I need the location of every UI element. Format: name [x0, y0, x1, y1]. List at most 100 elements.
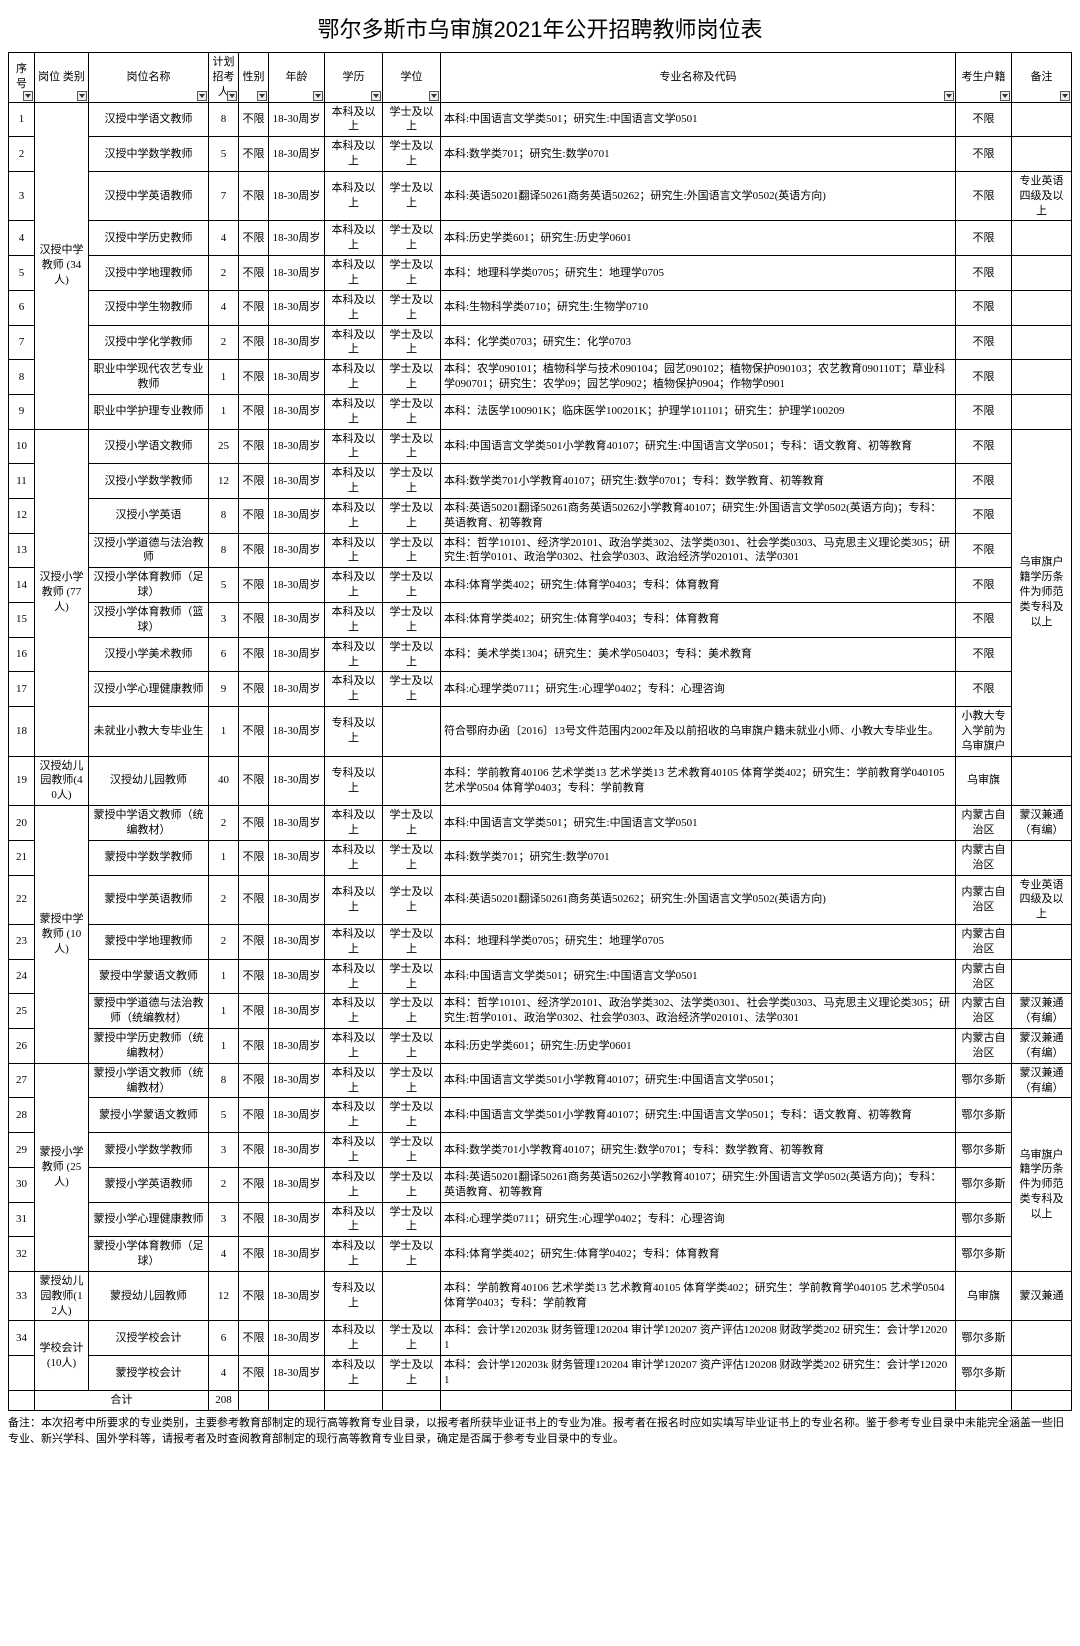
col-huji[interactable]: 考生户籍	[956, 53, 1012, 103]
cell-major: 本科:体育学类402；研究生:体育学0403；专科：体育教育	[441, 603, 956, 638]
cell-edu: 本科及以上	[325, 1167, 383, 1202]
cell-count: 4	[209, 290, 239, 325]
filter-icon[interactable]	[23, 91, 33, 101]
col-category[interactable]: 岗位 类别	[35, 53, 89, 103]
cell-edu: 专科及以上	[325, 707, 383, 757]
cell-huji: 不限	[956, 533, 1012, 568]
cell-seq: 20	[9, 806, 35, 841]
cell-edu: 本科及以上	[325, 533, 383, 568]
cell-count: 1	[209, 994, 239, 1029]
cell-huji: 不限	[956, 290, 1012, 325]
cell-seq	[9, 1356, 35, 1391]
cell-seq: 28	[9, 1098, 35, 1133]
cell-note: 蒙汉兼通	[1012, 1271, 1072, 1321]
filter-icon[interactable]	[944, 91, 954, 101]
col-position[interactable]: 岗位名称	[89, 53, 209, 103]
cell-sex: 不限	[239, 360, 269, 395]
cell-degree: 学士及以上	[383, 1098, 441, 1133]
cell-age: 18-30周岁	[269, 256, 325, 291]
cell-count: 40	[209, 756, 239, 806]
cell-sex: 不限	[239, 221, 269, 256]
filter-icon[interactable]	[257, 91, 267, 101]
cell-seq: 33	[9, 1271, 35, 1321]
cell-blank	[441, 1390, 956, 1410]
cell-edu: 本科及以上	[325, 1321, 383, 1356]
cell-sex: 不限	[239, 1029, 269, 1064]
col-degree[interactable]: 学位	[383, 53, 441, 103]
cell-sex: 不限	[239, 994, 269, 1029]
filter-icon[interactable]	[227, 91, 237, 101]
cell-category: 蒙授小学 教师 (25人)	[35, 1063, 89, 1271]
filter-icon[interactable]	[197, 91, 207, 101]
cell-position: 汉授幼儿园教师	[89, 756, 209, 806]
col-count[interactable]: 计划 招考 人	[209, 53, 239, 103]
table-row: 4汉授中学历史教师4不限18-30周岁本科及以上学士及以上本科:历史学类601；…	[9, 221, 1072, 256]
cell-huji: 内蒙古自治区	[956, 959, 1012, 994]
cell-count: 2	[209, 875, 239, 925]
filter-icon[interactable]	[77, 91, 87, 101]
col-edu[interactable]: 学历	[325, 53, 383, 103]
cell-count: 1	[209, 707, 239, 757]
table-row: 30蒙授小学英语教师2不限18-30周岁本科及以上学士及以上本科:英语50201…	[9, 1167, 1072, 1202]
cell-sex: 不限	[239, 840, 269, 875]
cell-note	[1012, 1321, 1072, 1356]
cell-degree: 学士及以上	[383, 256, 441, 291]
cell-count: 8	[209, 498, 239, 533]
table-row: 23蒙授中学地理教师2不限18-30周岁本科及以上学士及以上本科：地理科学类07…	[9, 925, 1072, 960]
cell-age: 18-30周岁	[269, 603, 325, 638]
cell-note: 专业英语四级及以上	[1012, 875, 1072, 925]
cell-major: 本科:中国语言文学类501小学教育40107；研究生:中国语言文学0501；专科…	[441, 1098, 956, 1133]
cell-major: 本科:中国语言文学类501；研究生:中国语言文学0501	[441, 806, 956, 841]
cell-degree: 学士及以上	[383, 603, 441, 638]
filter-icon[interactable]	[429, 91, 439, 101]
cell-seq: 16	[9, 637, 35, 672]
cell-position: 蒙授学校会计	[89, 1356, 209, 1391]
col-major[interactable]: 专业名称及代码	[441, 53, 956, 103]
cell-age: 18-30周岁	[269, 959, 325, 994]
cell-edu: 本科及以上	[325, 840, 383, 875]
cell-huji: 不限	[956, 360, 1012, 395]
cell-age: 18-30周岁	[269, 394, 325, 429]
col-age[interactable]: 年龄	[269, 53, 325, 103]
cell-note	[1012, 1356, 1072, 1391]
cell-edu: 本科及以上	[325, 1202, 383, 1237]
col-seq[interactable]: 序号	[9, 53, 35, 103]
table-row: 19汉授幼儿园教师(40人)汉授幼儿园教师40不限18-30周岁专科及以上本科：…	[9, 756, 1072, 806]
cell-count: 4	[209, 1237, 239, 1272]
filter-icon[interactable]	[1060, 91, 1070, 101]
filter-icon[interactable]	[1000, 91, 1010, 101]
cell-blank	[383, 1390, 441, 1410]
filter-icon[interactable]	[313, 91, 323, 101]
cell-position: 职业中学护理专业教师	[89, 394, 209, 429]
table-row: 16汉授小学美术教师6不限18-30周岁本科及以上学士及以上本科：美术学类130…	[9, 637, 1072, 672]
cell-huji: 鄂尔多斯	[956, 1133, 1012, 1168]
cell-sex: 不限	[239, 1202, 269, 1237]
cell-major: 本科：地理科学类0705；研究生：地理学0705	[441, 256, 956, 291]
cell-count: 12	[209, 1271, 239, 1321]
header-row: 序号 岗位 类别 岗位名称 计划 招考 人 性别 年龄 学历 学位 专业名称及代…	[9, 53, 1072, 103]
cell-major: 本科:数学类701；研究生:数学0701	[441, 840, 956, 875]
cell-count: 1	[209, 360, 239, 395]
cell-huji: 内蒙古自治区	[956, 925, 1012, 960]
cell-huji: 内蒙古自治区	[956, 875, 1012, 925]
cell-huji: 不限	[956, 672, 1012, 707]
cell-seq: 11	[9, 464, 35, 499]
table-row: 27蒙授小学 教师 (25人)蒙授小学语文教师（统编教材）8不限18-30周岁本…	[9, 1063, 1072, 1098]
cell-count: 2	[209, 806, 239, 841]
cell-sex: 不限	[239, 464, 269, 499]
cell-note	[1012, 360, 1072, 395]
cell-huji: 内蒙古自治区	[956, 1029, 1012, 1064]
col-sex[interactable]: 性别	[239, 53, 269, 103]
cell-age: 18-30周岁	[269, 1356, 325, 1391]
cell-seq: 4	[9, 221, 35, 256]
cell-age: 18-30周岁	[269, 806, 325, 841]
cell-blank	[239, 1390, 269, 1410]
table-row: 2汉授中学数学教师5不限18-30周岁本科及以上学士及以上本科:数学类701；研…	[9, 137, 1072, 172]
cell-huji: 不限	[956, 464, 1012, 499]
table-row: 10汉授小学 教师 (77人)汉授小学语文教师25不限18-30周岁本科及以上学…	[9, 429, 1072, 464]
filter-icon[interactable]	[371, 91, 381, 101]
cell-age: 18-30周岁	[269, 464, 325, 499]
cell-huji: 不限	[956, 429, 1012, 464]
col-note[interactable]: 备注	[1012, 53, 1072, 103]
cell-huji: 鄂尔多斯	[956, 1356, 1012, 1391]
